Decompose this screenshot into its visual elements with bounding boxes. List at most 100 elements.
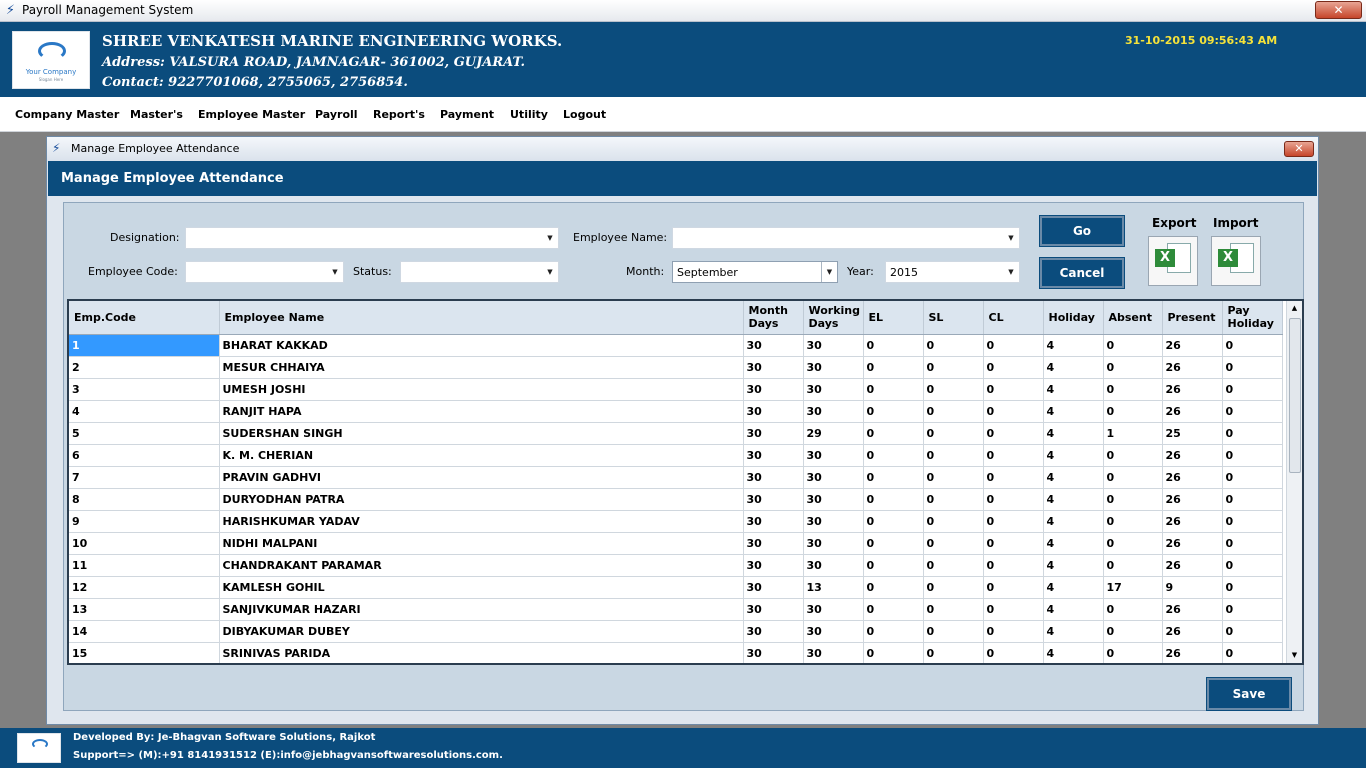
grid-cell[interactable]: 0 [983, 620, 1044, 643]
grid-cell[interactable]: 5 [69, 422, 220, 445]
grid-cell[interactable]: 0 [983, 444, 1044, 467]
save-button[interactable]: Save [1206, 677, 1292, 711]
grid-cell[interactable]: 9 [1162, 576, 1223, 599]
grid-cell[interactable]: 4 [1043, 510, 1104, 533]
column-header[interactable]: Pay Holiday [1222, 301, 1283, 335]
column-header[interactable]: CL [983, 301, 1044, 335]
grid-cell[interactable]: 2 [69, 356, 220, 379]
grid-cell[interactable]: 0 [1222, 422, 1283, 445]
grid-cell[interactable]: 0 [923, 532, 984, 555]
chevron-down-icon[interactable]: ▼ [332, 268, 338, 276]
grid-cell[interactable]: 30 [803, 488, 864, 511]
grid-cell[interactable]: 26 [1162, 400, 1223, 423]
grid-cell[interactable]: 0 [923, 620, 984, 643]
grid-cell[interactable]: 0 [863, 488, 924, 511]
grid-cell[interactable]: 30 [803, 444, 864, 467]
table-row[interactable]: 2 MESUR CHHAIYA 30 30 0 0 0 4 0 26 0 [69, 356, 1283, 379]
grid-cell[interactable]: 30 [803, 510, 864, 533]
status-select[interactable]: ▼ [400, 261, 559, 283]
grid-cell[interactable]: 26 [1162, 510, 1223, 533]
grid-cell[interactable]: 26 [1162, 334, 1223, 357]
grid-cell[interactable]: DURYODHAN PATRA [219, 488, 744, 511]
column-header[interactable]: Employee Name [219, 301, 744, 335]
menu-payroll[interactable]: Payroll [315, 108, 358, 121]
cancel-button[interactable]: Cancel [1039, 257, 1125, 289]
grid-cell[interactable]: 0 [983, 532, 1044, 555]
grid-cell[interactable]: SANJIVKUMAR HAZARI [219, 598, 744, 621]
grid-cell[interactable]: 0 [1103, 620, 1163, 643]
grid-cell[interactable]: 26 [1162, 466, 1223, 489]
grid-cell[interactable]: 4 [1043, 444, 1104, 467]
grid-cell[interactable]: 30 [803, 400, 864, 423]
grid-cell[interactable]: 1 [1103, 422, 1163, 445]
table-row[interactable]: 1 BHARAT KAKKAD 30 30 0 0 0 4 0 26 0 [69, 334, 1283, 357]
menu-payment[interactable]: Payment [440, 108, 495, 121]
column-header[interactable]: Working Days [803, 301, 864, 335]
grid-cell[interactable]: 0 [1222, 532, 1283, 555]
grid-cell[interactable]: 0 [1103, 488, 1163, 511]
grid-cell[interactable]: 15 [69, 642, 220, 663]
grid-cell[interactable]: 0 [923, 334, 984, 357]
attendance-grid[interactable]: Emp.Code Employee Name Month Days Working D… [67, 299, 1304, 665]
menu-employee-master[interactable]: Employee Master [198, 108, 306, 121]
grid-cell[interactable]: 0 [863, 356, 924, 379]
chevron-down-icon[interactable]: ▼ [1008, 268, 1014, 276]
grid-cell[interactable]: 0 [863, 422, 924, 445]
grid-cell[interactable]: 0 [1222, 356, 1283, 379]
grid-cell[interactable]: 0 [983, 642, 1044, 663]
grid-cell[interactable]: 0 [923, 356, 984, 379]
grid-cell[interactable]: 0 [1103, 334, 1163, 357]
grid-cell[interactable]: 30 [803, 466, 864, 489]
grid-cell[interactable]: 30 [743, 642, 804, 663]
grid-cell[interactable]: 30 [743, 400, 804, 423]
grid-cell[interactable]: 0 [923, 598, 984, 621]
grid-cell[interactable]: 26 [1162, 642, 1223, 663]
grid-cell[interactable]: 0 [1222, 576, 1283, 599]
grid-cell[interactable]: 30 [803, 532, 864, 555]
grid-cell[interactable]: 0 [923, 488, 984, 511]
column-header[interactable]: Present [1162, 301, 1223, 335]
grid-cell[interactable]: 0 [1222, 598, 1283, 621]
grid-cell[interactable]: RANJIT HAPA [219, 400, 744, 423]
grid-cell[interactable]: UMESH JOSHI [219, 378, 744, 401]
grid-cell[interactable]: 0 [1222, 466, 1283, 489]
grid-cell[interactable]: 0 [1103, 378, 1163, 401]
grid-cell[interactable]: 9 [69, 510, 220, 533]
grid-cell[interactable]: BHARAT KAKKAD [219, 334, 744, 357]
column-header[interactable]: Emp.Code [69, 301, 220, 335]
import-excel-button[interactable]: X [1211, 236, 1261, 286]
designation-select[interactable]: ▼ [185, 227, 559, 249]
grid-cell[interactable]: 0 [1103, 356, 1163, 379]
grid-cell[interactable]: 0 [863, 466, 924, 489]
grid-cell[interactable]: 0 [1103, 532, 1163, 555]
grid-cell[interactable]: 0 [983, 510, 1044, 533]
grid-cell[interactable]: 30 [803, 642, 864, 663]
grid-cell[interactable]: 0 [863, 554, 924, 577]
grid-cell[interactable]: 30 [803, 356, 864, 379]
table-row[interactable]: 13 SANJIVKUMAR HAZARI 30 30 0 0 0 4 0 26 0 [69, 598, 1283, 621]
table-row[interactable]: 12 KAMLESH GOHIL 30 13 0 0 0 4 17 9 0 [69, 576, 1283, 599]
employee-name-select[interactable]: ▼ [672, 227, 1020, 249]
grid-cell[interactable]: 26 [1162, 532, 1223, 555]
table-row[interactable]: 5 SUDERSHAN SINGH 30 29 0 0 0 4 1 25 0 [69, 422, 1283, 445]
grid-cell[interactable]: 0 [983, 422, 1044, 445]
grid-cell[interactable]: SRINIVAS PARIDA [219, 642, 744, 663]
grid-cell[interactable]: 14 [69, 620, 220, 643]
grid-cell[interactable]: 0 [923, 576, 984, 599]
grid-cell[interactable]: 4 [1043, 532, 1104, 555]
grid-cell[interactable]: 0 [983, 576, 1044, 599]
grid-cell[interactable]: 4 [1043, 400, 1104, 423]
grid-cell[interactable]: 30 [743, 444, 804, 467]
grid-cell[interactable]: 0 [1222, 620, 1283, 643]
grid-cell[interactable]: 0 [983, 400, 1044, 423]
window-close-button[interactable]: ✕ [1315, 1, 1362, 19]
menu-utility[interactable]: Utility [510, 108, 548, 121]
grid-cell[interactable]: 26 [1162, 554, 1223, 577]
column-header[interactable]: Absent [1103, 301, 1163, 335]
grid-cell[interactable]: PRAVIN GADHVI [219, 466, 744, 489]
grid-cell[interactable]: 0 [1222, 554, 1283, 577]
chevron-down-icon[interactable]: ▼ [547, 268, 553, 276]
grid-cell[interactable]: 30 [743, 466, 804, 489]
grid-cell[interactable]: 11 [69, 554, 220, 577]
table-row[interactable]: 14 DIBYAKUMAR DUBEY 30 30 0 0 0 4 0 26 0 [69, 620, 1283, 643]
